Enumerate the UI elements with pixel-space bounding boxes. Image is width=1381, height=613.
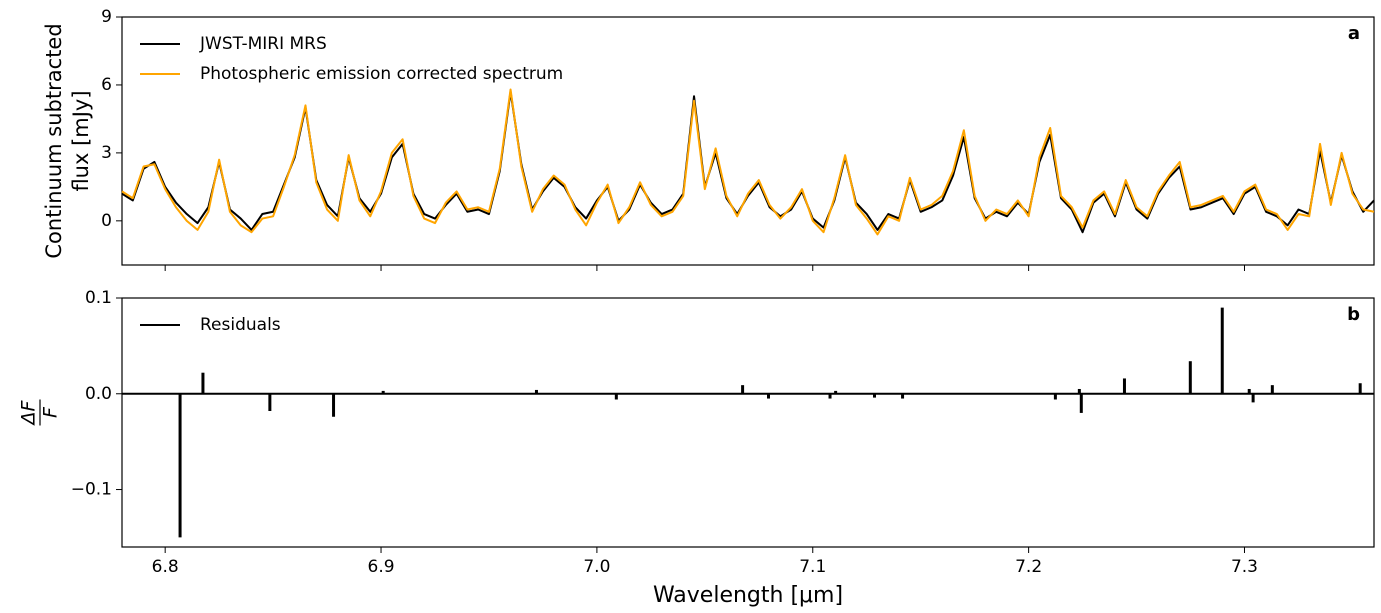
x-axis-label: Wavelength [μm] xyxy=(653,583,843,608)
y-label-numerator: ΔF xyxy=(18,399,40,426)
y-tick-label: 0.1 xyxy=(85,288,112,308)
legend-label: Photospheric emission corrected spectrum xyxy=(200,64,563,84)
y-label-denominator: F xyxy=(40,406,62,418)
y-axis-label: flux [mJy] xyxy=(69,90,93,191)
x-tick-label: 6.9 xyxy=(368,557,395,577)
spectrum-line xyxy=(121,90,1375,234)
y-tick-label: 9 xyxy=(101,7,112,27)
x-tick-label: 7.2 xyxy=(1015,557,1042,577)
x-tick-label: 7.3 xyxy=(1231,557,1258,577)
legend-label: Residuals xyxy=(200,315,281,335)
y-tick-label: −0.1 xyxy=(71,480,112,500)
y-tick-label: 0 xyxy=(101,211,112,231)
y-axis-label: ΔF F xyxy=(18,399,62,426)
y-tick-label: 0.0 xyxy=(85,384,112,404)
y-axis-label: Continuum subtracted xyxy=(42,23,66,258)
x-tick-label: 7.1 xyxy=(799,557,826,577)
plot-frame xyxy=(121,16,1375,266)
y-tick-label: 3 xyxy=(101,143,112,163)
x-tick-label: 6.8 xyxy=(152,557,179,577)
y-tick-label: 6 xyxy=(101,75,112,95)
spectrum-line xyxy=(121,88,1375,236)
plot-frame xyxy=(121,297,1375,548)
panel-label: b xyxy=(1347,304,1360,325)
x-tick-label: 7.0 xyxy=(583,557,610,577)
legend-label: JWST-MIRI MRS xyxy=(199,34,327,54)
panel-label: a xyxy=(1348,23,1360,44)
